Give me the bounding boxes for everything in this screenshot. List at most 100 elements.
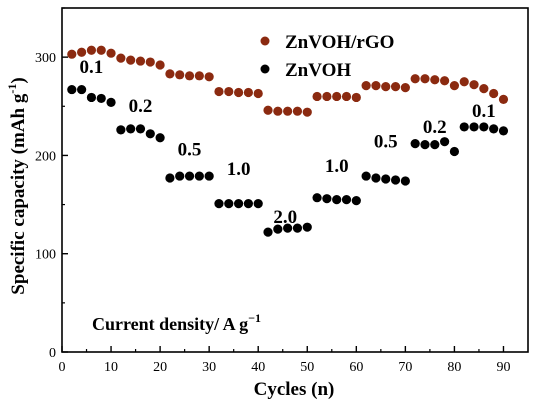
data-point xyxy=(341,91,352,102)
plot-frame xyxy=(61,7,529,353)
rate-label: 0.2 xyxy=(423,117,447,138)
data-point xyxy=(459,77,469,87)
x-tick-label: 40 xyxy=(251,360,265,375)
series-layer xyxy=(67,45,509,237)
data-point xyxy=(430,75,440,85)
y-axis-label-exponent: -1 xyxy=(5,84,19,94)
data-point xyxy=(233,198,244,209)
axis-ticks: 0 10 20 30 40 50 60 70 80 90 0 100 200 300 xyxy=(35,7,510,375)
data-point xyxy=(312,193,322,203)
rate-label: 1.0 xyxy=(325,156,349,177)
data-point xyxy=(449,146,460,157)
data-point xyxy=(263,227,273,237)
data-point xyxy=(273,224,283,234)
data-point xyxy=(165,69,175,79)
data-point xyxy=(469,122,479,132)
data-point xyxy=(126,55,136,65)
data-point xyxy=(67,49,77,59)
data-point xyxy=(420,140,430,150)
data-point xyxy=(351,92,361,103)
y-axis-label-close: ) xyxy=(8,77,29,83)
y-tick-label: 300 xyxy=(35,51,56,66)
data-point xyxy=(498,126,509,136)
data-point xyxy=(224,86,234,97)
data-point xyxy=(381,174,391,184)
data-point xyxy=(332,195,342,205)
series-znvoh-rgo xyxy=(67,45,509,117)
data-point xyxy=(312,91,322,102)
legend-marker-znvoh-rgo xyxy=(260,36,270,46)
data-point xyxy=(273,106,283,116)
data-point xyxy=(283,223,293,233)
data-point xyxy=(479,122,489,132)
legend-label-znvoh-rgo: ZnVOH/rGO xyxy=(285,32,394,53)
data-point xyxy=(155,60,165,70)
data-point xyxy=(184,171,195,181)
data-point xyxy=(106,48,116,58)
data-point xyxy=(322,194,332,204)
data-point xyxy=(224,198,234,209)
series-znvoh xyxy=(67,84,509,237)
y-tick-label: 0 xyxy=(49,346,56,361)
x-axis-label: Cycles (n) xyxy=(254,379,335,400)
data-point xyxy=(145,129,155,139)
data-point xyxy=(253,88,263,99)
data-point xyxy=(77,47,87,57)
data-point xyxy=(86,92,97,103)
data-point xyxy=(263,105,273,115)
rate-label: 0.5 xyxy=(178,139,202,160)
data-point xyxy=(332,91,342,102)
data-point xyxy=(400,176,410,186)
data-point xyxy=(489,88,499,99)
rate-label: 1.0 xyxy=(227,159,251,180)
data-point xyxy=(381,82,391,92)
x-tick-label: 0 xyxy=(59,360,66,375)
data-point xyxy=(96,93,106,104)
data-point xyxy=(469,80,479,90)
x-tick-label: 20 xyxy=(153,360,167,375)
data-point xyxy=(410,139,420,149)
x-tick-label: 60 xyxy=(349,360,363,375)
data-point xyxy=(67,84,77,95)
data-point xyxy=(135,124,146,134)
y-axis-label-main: Specific capacity (mAh g xyxy=(8,93,29,295)
current-density-annotation: Current density/ A g−1 xyxy=(92,311,261,334)
data-point xyxy=(440,137,450,147)
data-point xyxy=(479,83,489,94)
data-point xyxy=(302,107,312,117)
data-point xyxy=(351,196,361,206)
rate-label: 0.1 xyxy=(472,101,496,122)
data-point xyxy=(145,57,155,67)
rate-label: 0.1 xyxy=(80,57,104,78)
data-point xyxy=(214,198,224,209)
data-point xyxy=(126,124,136,134)
data-point xyxy=(292,223,303,233)
data-point xyxy=(390,82,401,92)
data-point xyxy=(449,81,460,91)
rate-label: 2.0 xyxy=(273,207,297,228)
legend: ZnVOH/rGO ZnVOH xyxy=(260,32,394,81)
data-point xyxy=(292,106,303,116)
x-tick-label: 90 xyxy=(496,360,510,375)
data-point xyxy=(116,125,126,135)
current-density-exponent: −1 xyxy=(248,311,261,325)
data-point xyxy=(498,94,509,105)
data-point xyxy=(214,86,224,97)
data-point xyxy=(175,171,185,181)
data-point xyxy=(390,175,401,185)
x-tick-label: 50 xyxy=(300,360,314,375)
data-point xyxy=(283,106,293,116)
data-point xyxy=(430,140,440,150)
data-point xyxy=(400,83,410,93)
data-point xyxy=(106,97,116,107)
rate-label: 0.2 xyxy=(129,96,153,117)
rate-label: 0.5 xyxy=(374,132,398,153)
data-point xyxy=(420,74,430,84)
data-point xyxy=(194,71,204,81)
data-point xyxy=(204,171,214,181)
data-point xyxy=(253,198,263,209)
data-point xyxy=(410,74,420,84)
data-point xyxy=(194,171,204,181)
data-point xyxy=(243,87,253,98)
